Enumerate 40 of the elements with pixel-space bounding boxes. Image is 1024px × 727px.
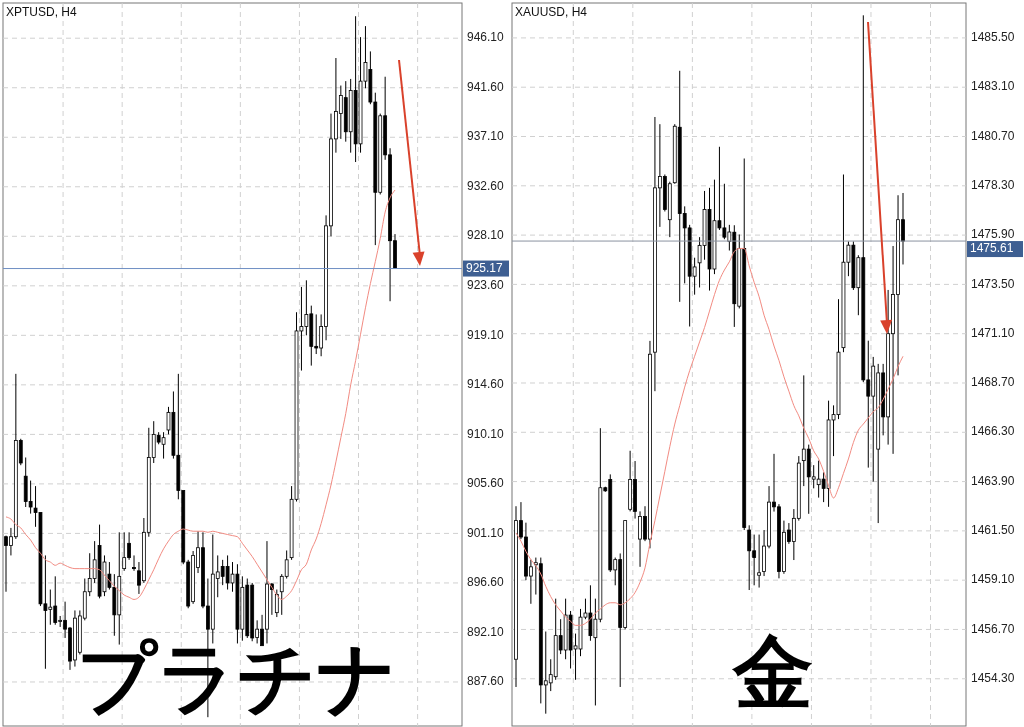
y-tick-label: 1471.10 — [971, 325, 1015, 340]
candlestick — [122, 531, 127, 572]
chart-title: XAUUSD, H4 — [515, 5, 588, 19]
y-tick-label: 923.60 — [467, 277, 505, 292]
y-tick-label: 901.10 — [467, 525, 505, 540]
y-tick-label: 1480.70 — [971, 128, 1015, 143]
y-tick-label: 919.10 — [467, 327, 505, 342]
y-tick-label: 914.60 — [467, 377, 505, 392]
y-tick-label: 887.60 — [467, 674, 505, 689]
y-tick-label: 932.60 — [467, 178, 505, 193]
y-tick-label: 1485.50 — [971, 30, 1015, 45]
annotation: 金 — [731, 626, 813, 719]
candlestick — [274, 589, 279, 618]
y-tick-label: 1463.90 — [971, 473, 1015, 488]
y-tick-label: 892.10 — [467, 624, 505, 639]
y-tick-label: 910.10 — [467, 426, 505, 441]
ref-line-label: 1475.61 — [970, 241, 1014, 256]
y-tick-label: 941.60 — [467, 79, 505, 94]
y-tick-label: 896.60 — [467, 575, 505, 590]
y-tick-label: 1475.90 — [971, 227, 1015, 242]
ref-line-label: 925.17 — [466, 260, 504, 275]
y-tick-label: 937.10 — [467, 129, 505, 144]
candlestick — [757, 534, 761, 589]
y-tick-label: 1473.50 — [971, 276, 1015, 291]
y-tick-label: 1459.10 — [971, 572, 1015, 587]
y-tick-label: 946.10 — [467, 30, 505, 45]
y-tick-label: 1468.70 — [971, 375, 1015, 390]
candlestick — [132, 554, 136, 572]
y-tick-label: 905.60 — [467, 476, 505, 491]
line-series — [515, 247, 904, 626]
y-tick-label: 1466.30 — [971, 424, 1015, 439]
y-tick-label: 1456.70 — [971, 621, 1015, 636]
candlestick — [161, 431, 166, 460]
chart-title: XPTUSD, H4 — [6, 5, 78, 19]
y-tick-label: 1454.30 — [971, 670, 1015, 685]
y-tick-label: 1461.50 — [971, 523, 1015, 538]
y-tick-label: 1478.30 — [971, 177, 1015, 192]
candlestick — [747, 524, 752, 591]
y-tick-label: 928.10 — [467, 228, 505, 243]
y-tick-label: 1483.10 — [971, 79, 1015, 94]
